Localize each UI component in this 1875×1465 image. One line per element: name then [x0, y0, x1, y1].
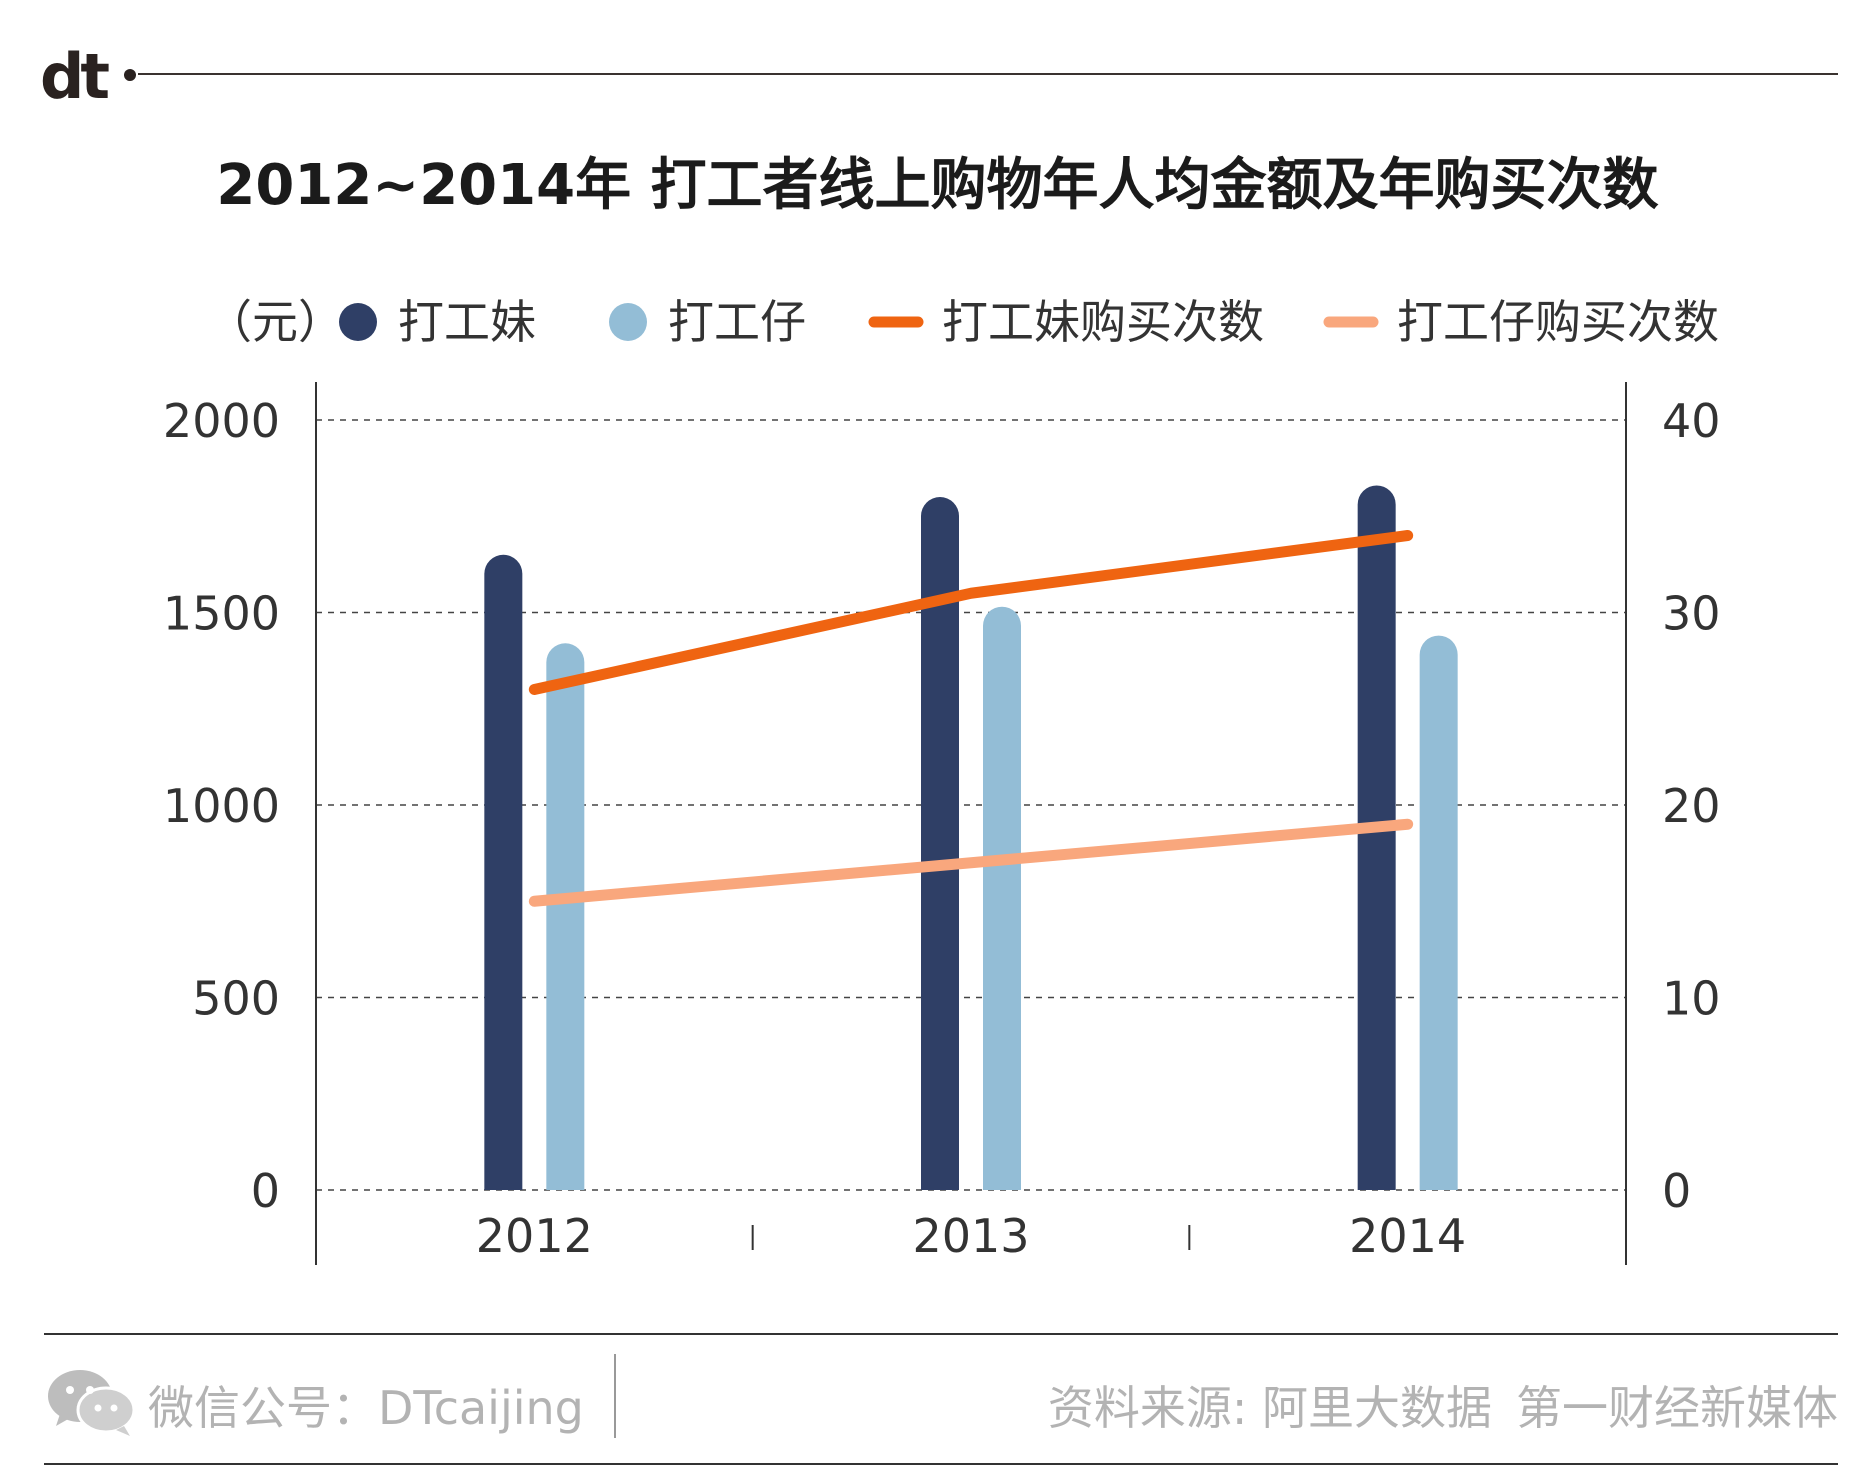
bar-打工仔 [546, 643, 585, 1190]
line-打工仔购买次数 [528, 818, 1414, 907]
y-right-tick-label: 10 [1662, 972, 1721, 1026]
bar-打工妹 [1357, 485, 1396, 1190]
line-打工妹购买次数 [528, 530, 1414, 695]
wechat-icon [48, 1370, 136, 1436]
unit-label: （元） [206, 295, 344, 349]
footer-rule-top [44, 1333, 1838, 1335]
bar-打工仔 [983, 606, 1021, 1190]
bar-打工妹 [484, 554, 523, 1190]
legend-marker-打工仔 [609, 303, 647, 341]
y-right-tick-label: 30 [1662, 587, 1721, 641]
footer-divider [614, 1354, 616, 1438]
y-left-tick-label: 2000 [163, 394, 280, 448]
publisher-label: 第一财经新媒体 [1516, 1381, 1838, 1435]
legend-label: 打工妹购买次数 [942, 295, 1264, 349]
header-rule [138, 73, 1838, 75]
x-tick-label: 2014 [1349, 1209, 1466, 1263]
y-right-tick-label: 40 [1662, 394, 1721, 448]
wechat-account-label: 微信公号：DTcaijing [148, 1381, 584, 1435]
bar-打工妹 [921, 497, 959, 1190]
legend-marker-打工妹 [339, 303, 377, 341]
footer-credits: 资料来源: 阿里大数据 第一财经新媒体 [1048, 1372, 1838, 1438]
y-right-tick-label: 20 [1662, 779, 1721, 833]
bar-打工仔 [1419, 635, 1458, 1190]
x-tick-label: 2012 [476, 1209, 593, 1263]
chart-title: 2012~2014年 打工者线上购物年人均金额及年购买次数 [216, 153, 1659, 218]
y-left-tick-label: 0 [251, 1164, 280, 1218]
y-left-tick-label: 1500 [163, 587, 280, 641]
y-right-tick-label: 0 [1662, 1164, 1691, 1218]
legend-label: 打工妹 [398, 295, 536, 349]
logo-dot [124, 69, 136, 81]
legend-label: 打工仔 [668, 295, 806, 349]
y-left-tick-label: 500 [192, 972, 280, 1026]
x-tick-label: 2013 [912, 1209, 1029, 1263]
dt-logo: dt [40, 40, 110, 113]
y-left-tick-label: 1000 [163, 779, 280, 833]
source-label: 资料来源: 阿里大数据 [1047, 1381, 1492, 1435]
legend-label: 打工仔购买次数 [1397, 295, 1719, 349]
